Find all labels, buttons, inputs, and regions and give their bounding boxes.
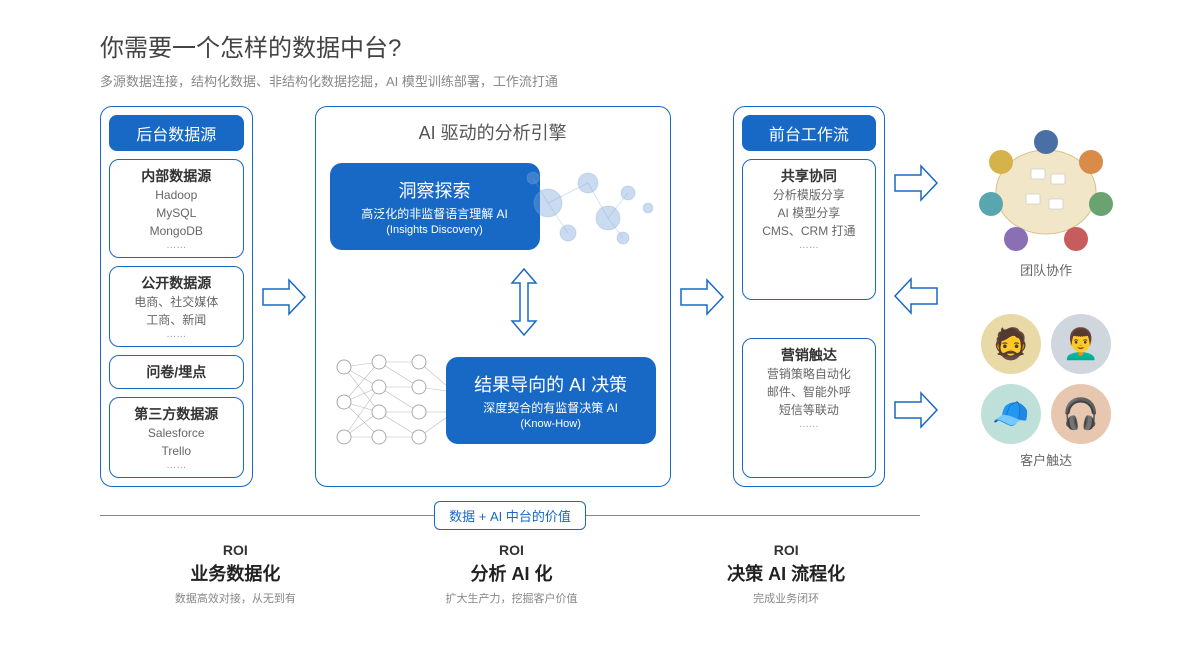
- roi-bot: 扩大生产力，挖掘客户价值: [445, 590, 577, 606]
- box-line: MongoDB: [114, 222, 239, 240]
- box-line: MySQL: [114, 204, 239, 222]
- arrow-column: [893, 106, 939, 487]
- block-title: 洞察探索: [346, 177, 524, 203]
- roi-mid: 业务数据化: [175, 560, 296, 586]
- main-diagram: 后台数据源 内部数据源 Hadoop MySQL MongoDB …… 公开数据…: [100, 106, 1139, 487]
- avatar-icon: 🧔: [981, 314, 1041, 374]
- page-title: 你需要一个怎样的数据中台?: [100, 28, 1139, 63]
- box-line: AI 模型分享: [747, 204, 872, 222]
- engine-bottom-block: 结果导向的 AI 决策 深度契合的有监督决策 AI (Know-How): [446, 357, 656, 444]
- box-line: Trello: [114, 442, 239, 460]
- avatar-icon: 🧢: [981, 384, 1041, 444]
- avatar-icon: 👨‍🦱: [1051, 314, 1111, 374]
- box-dots: ……: [747, 240, 872, 251]
- box-line: 分析模版分享: [747, 186, 872, 204]
- roi-bot: 完成业务闭环: [727, 590, 845, 606]
- box-line: 电商、社交媒体: [114, 293, 239, 311]
- team-label: 团队协作: [971, 260, 1121, 279]
- arrow-right-3: [893, 160, 939, 206]
- arrow-left-icon: [893, 273, 939, 319]
- roi-mid: 决策 AI 流程化: [727, 560, 845, 586]
- roundtable-icon: [971, 124, 1121, 254]
- box-line: CMS、CRM 打通: [747, 222, 872, 240]
- box-title: 营销触达: [747, 345, 872, 365]
- backend-box-survey: 问卷/埋点: [109, 355, 244, 389]
- box-line: 营销策略自动化: [747, 365, 872, 383]
- page-subtitle: 多源数据连接，结构化数据、非结构化数据挖掘，AI 模型训练部署，工作流打通: [100, 71, 1139, 90]
- customer-label: 客户触达: [981, 450, 1111, 469]
- roi-item-2: ROI 分析 AI 化 扩大生产力，挖掘客户价值: [445, 542, 577, 606]
- box-dots: ……: [114, 240, 239, 251]
- frontend-box-share: 共享协同 分析模版分享 AI 模型分享 CMS、CRM 打通 ……: [742, 159, 877, 300]
- box-title: 问卷/埋点: [114, 362, 239, 382]
- block-en: (Know-How): [462, 418, 640, 430]
- engine-column: AI 驱动的分析引擎 洞察探索 高泛化的非监督语言理解 AI (Insights…: [315, 106, 671, 487]
- box-title: 共享协同: [747, 166, 872, 186]
- block-sub: 高泛化的非监督语言理解 AI: [346, 205, 524, 222]
- customer-illustration: 🧔 👨‍🦱 🧢 🎧 客户触达: [981, 314, 1111, 469]
- vertical-double-arrow-icon: [504, 267, 544, 337]
- box-title: 内部数据源: [114, 166, 239, 186]
- box-line: 邮件、智能外呼: [747, 383, 872, 401]
- box-title: 第三方数据源: [114, 404, 239, 424]
- box-line: Hadoop: [114, 186, 239, 204]
- frontend-header: 前台工作流: [742, 115, 877, 151]
- backend-box-internal: 内部数据源 Hadoop MySQL MongoDB ……: [109, 159, 244, 258]
- network-graph-icon: [508, 153, 658, 263]
- box-line: 短信等联动: [747, 401, 872, 419]
- side-column: 团队协作 🧔 👨‍🦱 🧢 🎧 客户触达: [953, 106, 1139, 487]
- box-title: 公开数据源: [114, 273, 239, 293]
- roi-bar-label: 数据 + AI 中台的价值: [434, 501, 586, 530]
- box-dots: ……: [114, 460, 239, 471]
- roi-top: ROI: [175, 542, 296, 558]
- box-dots: ……: [114, 329, 239, 340]
- block-title: 结果导向的 AI 决策: [462, 371, 640, 397]
- roi-top: ROI: [727, 542, 845, 558]
- roi-mid: 分析 AI 化: [445, 560, 577, 586]
- box-dots: ……: [747, 419, 872, 430]
- backend-column: 后台数据源 内部数据源 Hadoop MySQL MongoDB …… 公开数据…: [100, 106, 253, 487]
- backend-header: 后台数据源: [109, 115, 244, 151]
- block-en: (Insights Discovery): [346, 224, 524, 236]
- frontend-box-marketing: 营销触达 营销策略自动化 邮件、智能外呼 短信等联动 ……: [742, 338, 877, 479]
- roi-top: ROI: [445, 542, 577, 558]
- frontend-column: 前台工作流 共享协同 分析模版分享 AI 模型分享 CMS、CRM 打通 …… …: [733, 106, 886, 487]
- team-illustration: 团队协作: [971, 124, 1121, 279]
- block-sub: 深度契合的有监督决策 AI: [462, 399, 640, 416]
- arrow-right-2: [679, 106, 725, 487]
- roi-item-3: ROI 决策 AI 流程化 完成业务闭环: [727, 542, 845, 606]
- arrow-right-4: [893, 387, 939, 433]
- engine-header: AI 驱动的分析引擎: [324, 115, 662, 149]
- roi-row: ROI 业务数据化 数据高效对接，从无到有 ROI 分析 AI 化 扩大生产力，…: [100, 542, 920, 606]
- box-line: Salesforce: [114, 424, 239, 442]
- roi-divider: 数据 + AI 中台的价值: [100, 501, 920, 530]
- box-line: 工商、新闻: [114, 311, 239, 329]
- roi-bot: 数据高效对接，从无到有: [175, 590, 296, 606]
- avatar-icon: 🎧: [1051, 384, 1111, 444]
- backend-box-thirdparty: 第三方数据源 Salesforce Trello ……: [109, 397, 244, 478]
- roi-item-1: ROI 业务数据化 数据高效对接，从无到有: [175, 542, 296, 606]
- arrow-right-1: [261, 106, 307, 487]
- backend-box-public: 公开数据源 电商、社交媒体 工商、新闻 ……: [109, 266, 244, 347]
